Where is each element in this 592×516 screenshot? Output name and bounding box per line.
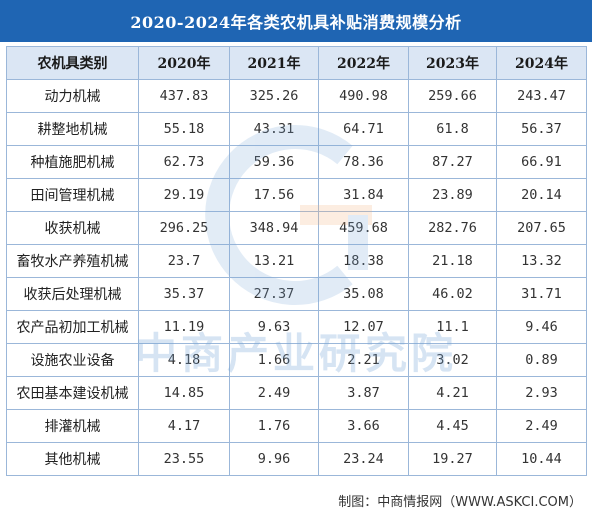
- row-category: 收获机械: [6, 211, 139, 245]
- value-cell: 3.87: [318, 376, 409, 410]
- value-cell: 3.66: [318, 409, 409, 443]
- column-header-2023: 2023年: [408, 46, 497, 80]
- value-cell: 437.83: [138, 79, 230, 113]
- value-cell: 4.18: [138, 343, 230, 377]
- table-row: 种植施肥机械 62.73 59.36 78.36 87.27 66.91: [6, 145, 587, 179]
- value-cell: 23.24: [318, 442, 409, 476]
- value-cell: 282.76: [408, 211, 497, 245]
- value-cell: 56.37: [496, 112, 587, 146]
- row-category: 其他机械: [6, 442, 139, 476]
- value-cell: 3.02: [408, 343, 497, 377]
- row-category: 耕整地机械: [6, 112, 139, 146]
- page-title: 2020-2024年各类农机具补贴消费规模分析: [0, 0, 592, 42]
- value-cell: 14.85: [138, 376, 230, 410]
- value-cell: 207.65: [496, 211, 587, 245]
- table-row: 田间管理机械 29.19 17.56 31.84 23.89 20.14: [6, 178, 587, 212]
- value-cell: 27.37: [229, 277, 319, 311]
- table-row: 其他机械 23.55 9.96 23.24 19.27 10.44: [6, 442, 587, 476]
- row-category: 种植施肥机械: [6, 145, 139, 179]
- table-row: 设施农业设备 4.18 1.66 2.21 3.02 0.89: [6, 343, 587, 377]
- row-category: 排灌机械: [6, 409, 139, 443]
- column-header-2022: 2022年: [318, 46, 409, 80]
- table-row: 收获机械 296.25 348.94 459.68 282.76 207.65: [6, 211, 587, 245]
- value-cell: 21.18: [408, 244, 497, 278]
- value-cell: 55.18: [138, 112, 230, 146]
- value-cell: 31.71: [496, 277, 587, 311]
- value-cell: 23.7: [138, 244, 230, 278]
- row-category: 畜牧水产养殖机械: [6, 244, 139, 278]
- value-cell: 35.08: [318, 277, 409, 311]
- value-cell: 9.96: [229, 442, 319, 476]
- value-cell: 19.27: [408, 442, 497, 476]
- column-header-2021: 2021年: [229, 46, 319, 80]
- value-cell: 259.66: [408, 79, 497, 113]
- value-cell: 17.56: [229, 178, 319, 212]
- value-cell: 296.25: [138, 211, 230, 245]
- value-cell: 9.46: [496, 310, 587, 344]
- value-cell: 9.63: [229, 310, 319, 344]
- row-category: 动力机械: [6, 79, 139, 113]
- value-cell: 4.21: [408, 376, 497, 410]
- value-cell: 59.36: [229, 145, 319, 179]
- value-cell: 1.76: [229, 409, 319, 443]
- row-category: 农产品初加工机械: [6, 310, 139, 344]
- column-header-2024: 2024年: [496, 46, 587, 80]
- subsidy-table: 农机具类别 2020年 2021年 2022年 2023年 2024年 动力机械…: [6, 46, 587, 476]
- value-cell: 490.98: [318, 79, 409, 113]
- value-cell: 4.45: [408, 409, 497, 443]
- header-row: 农机具类别 2020年 2021年 2022年 2023年 2024年: [6, 46, 587, 80]
- value-cell: 64.71: [318, 112, 409, 146]
- value-cell: 23.55: [138, 442, 230, 476]
- value-cell: 18.38: [318, 244, 409, 278]
- value-cell: 29.19: [138, 178, 230, 212]
- table-row: 农田基本建设机械 14.85 2.49 3.87 4.21 2.93: [6, 376, 587, 410]
- value-cell: 23.89: [408, 178, 497, 212]
- value-cell: 2.93: [496, 376, 587, 410]
- value-cell: 0.89: [496, 343, 587, 377]
- value-cell: 46.02: [408, 277, 497, 311]
- row-category: 田间管理机械: [6, 178, 139, 212]
- value-cell: 243.47: [496, 79, 587, 113]
- value-cell: 1.66: [229, 343, 319, 377]
- column-header-category: 农机具类别: [6, 46, 139, 80]
- value-cell: 61.8: [408, 112, 497, 146]
- value-cell: 12.07: [318, 310, 409, 344]
- value-cell: 2.49: [496, 409, 587, 443]
- value-cell: 78.36: [318, 145, 409, 179]
- value-cell: 348.94: [229, 211, 319, 245]
- value-cell: 11.1: [408, 310, 497, 344]
- value-cell: 11.19: [138, 310, 230, 344]
- value-cell: 2.49: [229, 376, 319, 410]
- value-cell: 31.84: [318, 178, 409, 212]
- value-cell: 43.31: [229, 112, 319, 146]
- footer-source: 制图：中商情报网（WWW.ASKCI.COM）: [338, 495, 582, 510]
- value-cell: 66.91: [496, 145, 587, 179]
- value-cell: 325.26: [229, 79, 319, 113]
- value-cell: 13.32: [496, 244, 587, 278]
- column-header-2020: 2020年: [138, 46, 230, 80]
- table-row: 排灌机械 4.17 1.76 3.66 4.45 2.49: [6, 409, 587, 443]
- value-cell: 4.17: [138, 409, 230, 443]
- value-cell: 459.68: [318, 211, 409, 245]
- row-category: 收获后处理机械: [6, 277, 139, 311]
- value-cell: 2.21: [318, 343, 409, 377]
- table-row: 耕整地机械 55.18 43.31 64.71 61.8 56.37: [6, 112, 587, 146]
- table-row: 畜牧水产养殖机械 23.7 13.21 18.38 21.18 13.32: [6, 244, 587, 278]
- row-category: 设施农业设备: [6, 343, 139, 377]
- value-cell: 35.37: [138, 277, 230, 311]
- value-cell: 13.21: [229, 244, 319, 278]
- value-cell: 20.14: [496, 178, 587, 212]
- value-cell: 87.27: [408, 145, 497, 179]
- row-category: 农田基本建设机械: [6, 376, 139, 410]
- value-cell: 62.73: [138, 145, 230, 179]
- table-row: 农产品初加工机械 11.19 9.63 12.07 11.1 9.46: [6, 310, 587, 344]
- table-row: 收获后处理机械 35.37 27.37 35.08 46.02 31.71: [6, 277, 587, 311]
- value-cell: 10.44: [496, 442, 587, 476]
- table-row: 动力机械 437.83 325.26 490.98 259.66 243.47: [6, 79, 587, 113]
